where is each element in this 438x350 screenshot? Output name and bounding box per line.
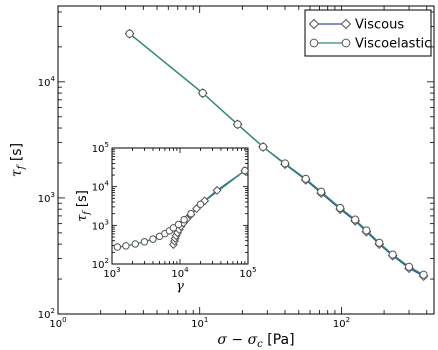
legend: Viscous Viscoelastic	[304, 9, 432, 57]
inset-point-circle	[169, 224, 178, 232]
main-xtick-label: 102	[333, 316, 350, 330]
inset-ytick-label: 103	[92, 218, 109, 232]
main-xtick-label: 101	[191, 316, 208, 330]
inset-point-circle	[187, 209, 195, 218]
main-point-circle	[198, 89, 207, 98]
inset-point-circle	[196, 200, 205, 209]
inset-point-circle	[180, 215, 188, 224]
legend-marker-circle	[341, 38, 351, 48]
main-point-circle	[388, 250, 397, 259]
inset-ticks	[111, 147, 249, 265]
legend-marker-diamond	[340, 18, 352, 30]
inset-xtick-label: 105	[239, 266, 256, 280]
inset-point-circle	[140, 238, 149, 246]
inset-point-circle	[174, 220, 183, 229]
inset-ytick-label: 104	[92, 180, 110, 194]
main-xtick-label: 100	[49, 316, 66, 330]
main-point-circle	[125, 29, 134, 38]
inset-point-circle	[113, 243, 122, 251]
inset-point-diamond	[200, 196, 210, 206]
main-point-circle	[317, 187, 326, 196]
inset-xtick-label: 103	[103, 266, 120, 280]
inset-point-diamond	[212, 185, 222, 195]
inset-point-circle	[241, 166, 249, 175]
inset-point-circle	[131, 240, 140, 248]
main-point-circle	[419, 270, 428, 279]
main-x-axis-label: σ − σc [Pa]	[217, 332, 294, 350]
main-ytick-label: 104	[38, 75, 56, 89]
legend-marker-diamond	[308, 18, 320, 30]
legend-label: Viscous	[355, 18, 404, 33]
main-y-axis-label: τf [s]	[9, 143, 27, 177]
main-ytick-label: 102	[38, 307, 55, 321]
main-point-circle	[404, 262, 414, 271]
main-ytick-label: 103	[38, 191, 55, 205]
inset-point-circle	[122, 242, 130, 250]
inset-y-axis-label: τf [s]	[75, 190, 92, 222]
main-point-circle	[362, 226, 371, 235]
inset-ytick-label: 105	[92, 141, 109, 155]
main-point-circle	[351, 215, 360, 224]
main-point-circle	[233, 120, 242, 129]
main-point-circle	[336, 203, 345, 212]
inset-xtick-label: 104	[171, 266, 189, 280]
inset-point-circle	[149, 235, 157, 243]
main-point-circle	[301, 174, 310, 183]
legend-label: Viscoelastic	[355, 37, 431, 52]
legend-marker-circle	[309, 38, 319, 48]
legend-box	[304, 9, 432, 57]
inset-x-axis-label: γ	[176, 279, 184, 294]
main-ticks	[57, 6, 434, 315]
inset-plot-frame	[111, 147, 249, 265]
main-point-circle	[375, 238, 384, 247]
inset-ytick-label: 102	[92, 257, 109, 271]
main-point-circle	[259, 142, 268, 151]
main-point-circle	[280, 159, 290, 168]
